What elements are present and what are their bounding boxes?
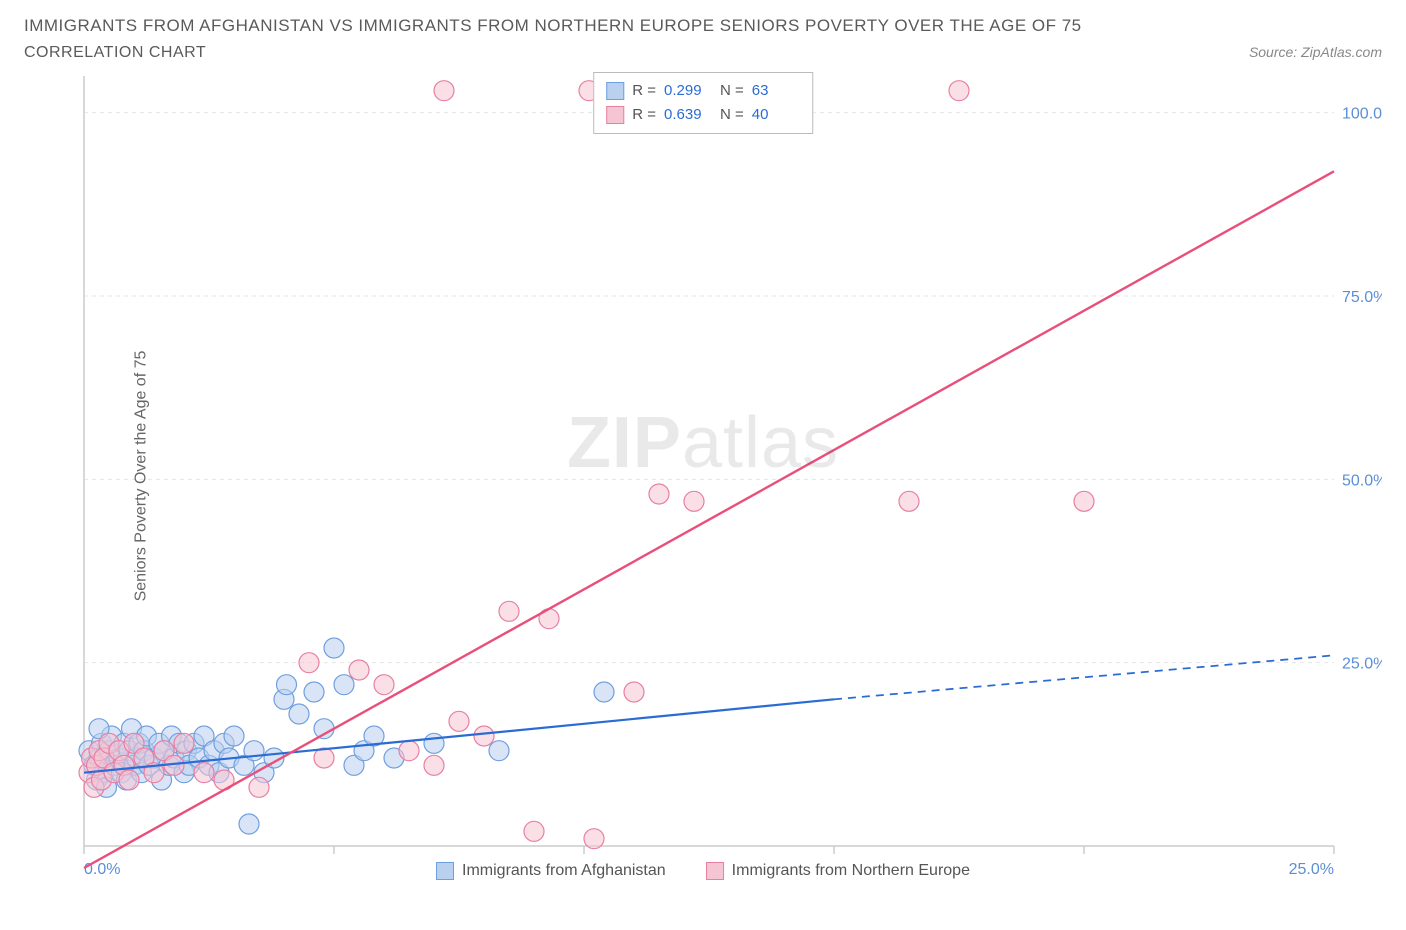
stat-n-label-1: N =: [720, 103, 744, 127]
stat-n-value-1: 40: [752, 103, 800, 127]
stat-n-label-0: N =: [720, 79, 744, 103]
stat-r-label-1: R =: [632, 103, 656, 127]
svg-text:75.0%: 75.0%: [1342, 289, 1382, 306]
stat-n-value-0: 63: [752, 79, 800, 103]
bottom-legend-item-0: Immigrants from Afghanistan: [436, 862, 666, 880]
stat-r-value-1: 0.639: [664, 103, 712, 127]
bottom-legend: Immigrants from Afghanistan Immigrants f…: [436, 862, 970, 880]
legend-stats-row-1: R = 0.639 N = 40: [606, 103, 800, 127]
bottom-legend-label-1: Immigrants from Northern Europe: [732, 862, 970, 880]
svg-text:100.0%: 100.0%: [1342, 106, 1382, 123]
swatch-bottom-1: [706, 862, 724, 880]
swatch-bottom-0: [436, 862, 454, 880]
svg-text:25.0%: 25.0%: [1289, 861, 1334, 878]
bottom-legend-label-0: Immigrants from Afghanistan: [462, 862, 666, 880]
stat-r-label-0: R =: [632, 79, 656, 103]
scatter-chart: 25.0% 50.0% 75.0% 100.0% 0.0% 25.0%: [24, 66, 1382, 886]
chart-container: Seniors Poverty Over the Age of 75 ZIPat…: [24, 66, 1382, 886]
svg-text:50.0%: 50.0%: [1342, 472, 1382, 489]
bottom-legend-item-1: Immigrants from Northern Europe: [706, 862, 970, 880]
subtitle: CORRELATION CHART: [24, 44, 206, 62]
source-text: Source: ZipAtlas.com: [1249, 44, 1382, 60]
stat-r-value-0: 0.299: [664, 79, 712, 103]
svg-text:0.0%: 0.0%: [84, 861, 120, 878]
main-title: IMMIGRANTS FROM AFGHANISTAN VS IMMIGRANT…: [24, 16, 1382, 36]
svg-text:25.0%: 25.0%: [1342, 656, 1382, 673]
subtitle-row: CORRELATION CHART Source: ZipAtlas.com: [24, 44, 1382, 62]
title-block: IMMIGRANTS FROM AFGHANISTAN VS IMMIGRANT…: [24, 16, 1382, 62]
swatch-series-1: [606, 106, 624, 124]
legend-stats-box: R = 0.299 N = 63 R = 0.639 N = 40: [593, 72, 813, 134]
swatch-series-0: [606, 82, 624, 100]
legend-stats-row-0: R = 0.299 N = 63: [606, 79, 800, 103]
y-axis-label: Seniors Poverty Over the Age of 75: [132, 351, 150, 602]
